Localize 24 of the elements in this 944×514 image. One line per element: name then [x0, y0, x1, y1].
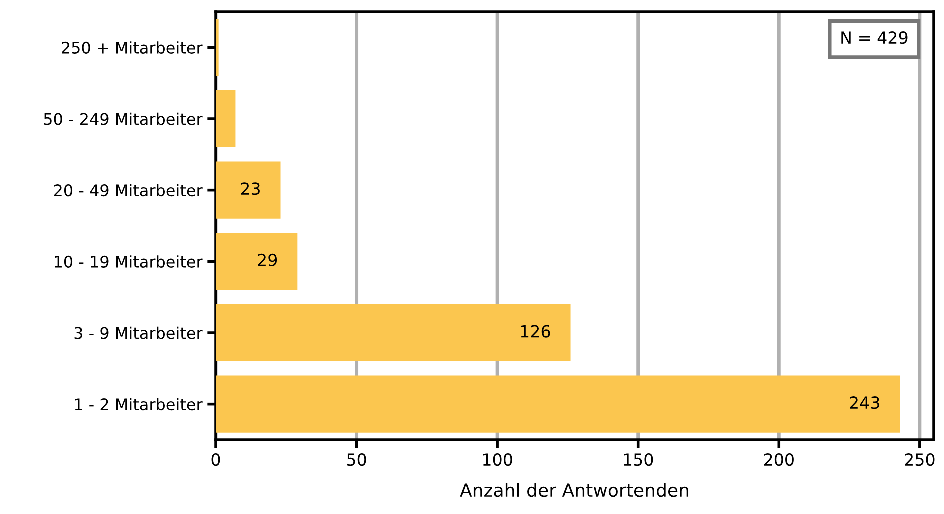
x-tick-label: 200 — [764, 453, 794, 466]
bar — [216, 233, 298, 290]
annotation: N = 429 — [842, 32, 908, 44]
bar — [216, 90, 236, 148]
x-tick-label: 150 — [624, 453, 654, 466]
x-tick-label: 100 — [483, 453, 512, 466]
y-tick-label: 3 - 9 Mitarbeiter — [74, 326, 203, 340]
bar — [216, 19, 219, 76]
bar — [216, 304, 571, 362]
data-label: 23 — [241, 182, 260, 196]
data-label: 243 — [850, 396, 880, 410]
bar — [216, 376, 900, 433]
y-tick-label: 1 - 2 Mitarbeiter — [75, 398, 203, 411]
y-tick-label: 10 - 19 Mitarbeiter — [55, 256, 203, 268]
y-tick-label: 250 + Mitarbeiter — [62, 42, 203, 54]
x-tick-label: 50 — [347, 453, 366, 466]
x-tick-label: 0 — [212, 453, 220, 466]
data-label: 126 — [521, 325, 550, 338]
y-tick-label: 20 - 49 Mitarbeiter — [54, 184, 203, 197]
x-tick-label: 250 — [905, 453, 935, 466]
y-tick-label: 50 - 249 Mitarbeiter — [44, 112, 203, 126]
data-label: 29 — [258, 254, 278, 267]
x-axis-title: Anzahl der Antwortenden — [460, 483, 688, 498]
bar — [216, 162, 281, 219]
